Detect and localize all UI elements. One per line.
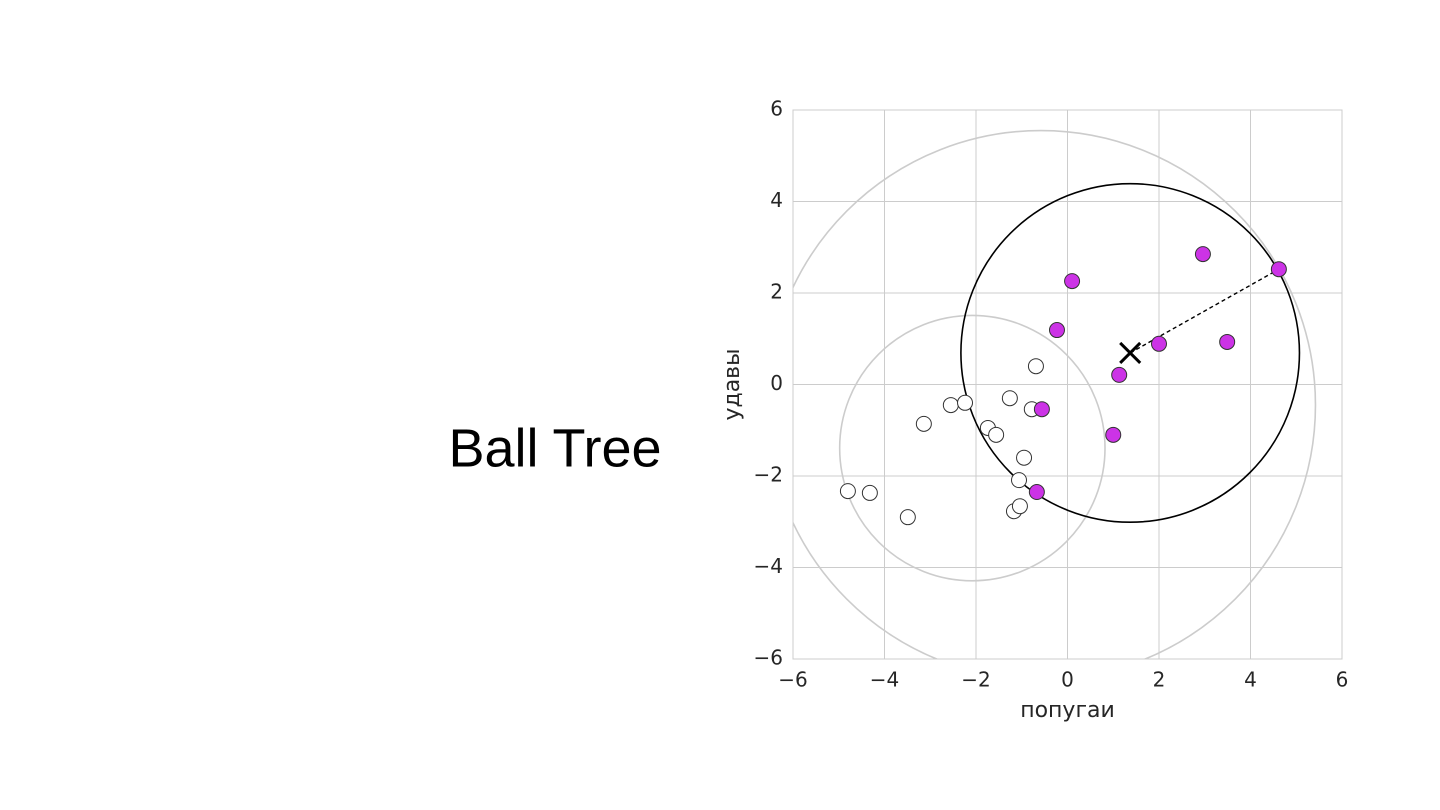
ball (793, 129, 1317, 659)
plot-frame (792, 109, 1343, 660)
point (1028, 484, 1045, 501)
point (861, 484, 878, 501)
y-tick-label: 6 (770, 97, 783, 121)
point (899, 509, 916, 526)
chart: −6 −4 −2 0 2 4 6 −6 −4 −2 0 2 4 6 попугаи удавы (720, 97, 1348, 724)
point (1105, 426, 1122, 443)
y-axis-label: удавы (720, 348, 745, 420)
ball (960, 182, 1301, 524)
x-tick-label: 6 (1336, 668, 1349, 692)
point (1194, 246, 1211, 263)
y-tick-label: 0 (770, 371, 783, 395)
y-tick-label: −6 (754, 646, 783, 670)
point (957, 394, 974, 411)
point (1011, 472, 1028, 489)
point (1151, 335, 1167, 352)
point (988, 426, 1005, 443)
plot-area (793, 129, 1317, 659)
x-tick-label: 2 (1153, 668, 1166, 692)
ball (838, 314, 1106, 582)
y-tick-label: 2 (770, 280, 783, 304)
x-axis-label: попугаи (1020, 698, 1115, 723)
point (1219, 333, 1236, 350)
point (1027, 358, 1044, 375)
x-tick-label: −6 (778, 668, 807, 692)
centroid-stroke (1119, 341, 1142, 364)
point (942, 397, 959, 414)
point (1064, 273, 1081, 290)
x-tick-label: 4 (1244, 668, 1257, 692)
point (1111, 366, 1128, 383)
x-tick-label: 0 (1061, 668, 1074, 692)
point (1048, 322, 1065, 339)
point (1016, 449, 1033, 466)
point (1270, 261, 1287, 278)
y-tick-label: 4 (770, 188, 783, 212)
point (1011, 498, 1028, 515)
y-tick-label: −4 (754, 554, 783, 578)
point (1033, 401, 1050, 418)
point (1001, 390, 1018, 407)
point (915, 415, 932, 432)
centroid (1119, 341, 1142, 364)
slide-title: Ball Tree (448, 418, 661, 478)
x-tick-label: −4 (870, 668, 899, 692)
x-tick-label: −2 (961, 668, 990, 692)
point (839, 483, 856, 500)
y-tick-label: −2 (754, 463, 783, 487)
